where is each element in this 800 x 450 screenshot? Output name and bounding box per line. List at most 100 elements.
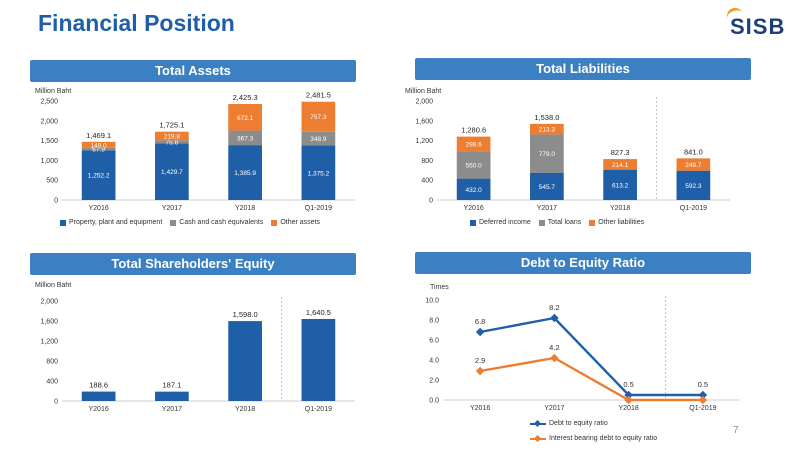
liabilities-bar-segment	[456, 151, 491, 179]
assets-bar-segment	[81, 147, 116, 151]
de-x-tick-label: Y2017	[544, 405, 564, 412]
liabilities-bar-segment	[676, 158, 711, 171]
assets-segment-label: 348.9	[310, 136, 327, 143]
assets-legend-swatch	[60, 219, 66, 226]
equity-y-tick-label: 1,600	[40, 319, 58, 326]
liabilities-bar-segment	[530, 134, 564, 173]
de-y-tick-label: 4.0	[429, 358, 439, 365]
de-data-point	[698, 390, 708, 400]
de-data-label: 6.8	[475, 317, 485, 326]
assets-segment-label: 757.3	[310, 114, 327, 121]
assets-total-label: 1,725.1	[159, 121, 184, 130]
assets-y-tick-label: 0	[54, 198, 58, 205]
assets-bar-segment	[81, 150, 116, 200]
liabilities-total-label: 841.0	[684, 147, 703, 156]
assets-y-tick-label: 1,500	[40, 138, 58, 145]
liabilities-legend-item: Other liabilities	[589, 219, 644, 226]
equity-bar	[155, 391, 189, 401]
assets-x-tick-label: Y2018	[235, 205, 255, 212]
liabilities-total-label: 1,538.0	[534, 113, 559, 122]
liabilities-segment-label: 214.1	[612, 162, 629, 169]
equity-bar	[81, 391, 116, 401]
liabilities-y-tick-label: 0	[429, 198, 433, 205]
assets-legend-item: Other assets	[271, 219, 320, 226]
liabilities-segment-label: 550.0	[465, 163, 482, 170]
de-series-line	[479, 356, 703, 402]
liabilities-x-tick-label: Y2017	[537, 205, 557, 212]
assets-segment-label: 1,375.2	[308, 170, 330, 177]
de-legend-item: Debt to equity ratio	[530, 420, 608, 427]
equity-value-label: 1,640.5	[306, 308, 331, 317]
de-data-point	[624, 390, 633, 400]
company-logo: SISB	[730, 14, 786, 39]
de-data-point	[475, 366, 485, 376]
de-legend-swatch	[530, 437, 546, 440]
liabilities-bar-segment	[676, 170, 711, 200]
assets-y-tick-label: 2,500	[40, 99, 58, 106]
assets-legend-swatch	[170, 219, 177, 226]
liabilities-y-tick-label: 400	[421, 178, 433, 185]
liabilities-y-tick-label: 2,000	[415, 99, 433, 106]
assets-y-tick-label: 2,000	[40, 118, 58, 125]
de-data-point	[624, 395, 633, 405]
liabilities-y-tick-label: 800	[421, 158, 433, 165]
liabilities-legend-item: Total loans	[538, 219, 581, 226]
de-data-label: 0.5	[623, 380, 633, 389]
liabilities-segment-label: 432.0	[465, 187, 482, 194]
liabilities-segment-label: 613.2	[612, 182, 629, 189]
de-data-point	[698, 395, 708, 405]
liabilities-segment-label: 248.7	[685, 162, 702, 169]
de-data-label: 2.9	[475, 356, 485, 365]
assets-total-label: 2,425.3	[233, 93, 258, 102]
de-data-label: 0.5	[698, 380, 708, 389]
equity-y-tick-label: 2,000	[40, 299, 58, 306]
de-y-tick-label: 8.0	[429, 318, 439, 325]
shareholders-equity-banner: Total Shareholders' Equity	[30, 253, 356, 275]
equity-y-tick-label: 800	[46, 359, 58, 366]
liabilities-bar-segment	[530, 172, 564, 200]
debt-to-equity-unit: Times	[430, 284, 449, 291]
equity-x-tick-label: Y2018	[235, 406, 255, 413]
de-x-tick-label: Y2016	[470, 405, 490, 412]
total-liabilities-legend: Deferred income Total loans Other liabilit…	[470, 219, 644, 226]
assets-segment-label: 75.6	[166, 139, 179, 146]
page-number: 7	[733, 425, 739, 436]
liabilities-segment-label: 779.0	[539, 151, 556, 158]
de-x-tick-label: Y2018	[619, 405, 639, 412]
assets-y-tick-label: 1,000	[40, 158, 58, 165]
equity-x-tick-label: Y2016	[89, 406, 109, 413]
de-legend-item: Interest bearing debt to equity ratio	[530, 435, 657, 442]
assets-legend-label: Other assets	[280, 219, 321, 226]
assets-y-tick-label: 500	[46, 178, 58, 185]
assets-segment-label: 149.0	[90, 142, 107, 149]
assets-bar-segment	[301, 131, 336, 146]
liabilities-bar-segment	[603, 169, 637, 200]
assets-total-label: 1,469.1	[86, 131, 111, 140]
de-legend-label: Interest bearing debt to equity ratio	[549, 435, 658, 442]
de-y-tick-label: 0.0	[429, 398, 439, 405]
de-y-tick-label: 2.0	[429, 378, 439, 385]
liabilities-y-tick-label: 1,600	[415, 118, 433, 125]
de-x-tick-label: Q1-2019	[689, 405, 716, 412]
equity-value-label: 188.6	[89, 381, 108, 390]
assets-bar-segment	[81, 141, 116, 148]
assets-legend-swatch	[271, 219, 278, 226]
equity-y-tick-label: 1,200	[40, 339, 58, 346]
liabilities-segment-label: 213.3	[539, 127, 556, 134]
assets-total-label: 2,481.5	[306, 91, 331, 100]
debt-to-equity-legend: Debt to equity ratio Interest bearing deb…	[530, 420, 657, 442]
liabilities-total-label: 1,280.6	[461, 126, 486, 135]
de-legend-swatch	[530, 422, 546, 425]
liabilities-segment-label: 592.3	[685, 183, 702, 190]
liabilities-bar-segment	[456, 178, 491, 200]
de-data-label: 8.2	[549, 303, 559, 312]
equity-value-label: 1,598.0	[233, 310, 258, 319]
assets-legend-item: Cash and cash equivalents	[170, 219, 263, 226]
liabilities-x-tick-label: Q1-2019	[680, 205, 707, 212]
assets-segment-label: 672.1	[237, 115, 254, 122]
debt-to-equity-banner: Debt to Equity Ratio	[415, 252, 751, 274]
liabilities-legend-label: Other liabilities	[598, 219, 645, 226]
